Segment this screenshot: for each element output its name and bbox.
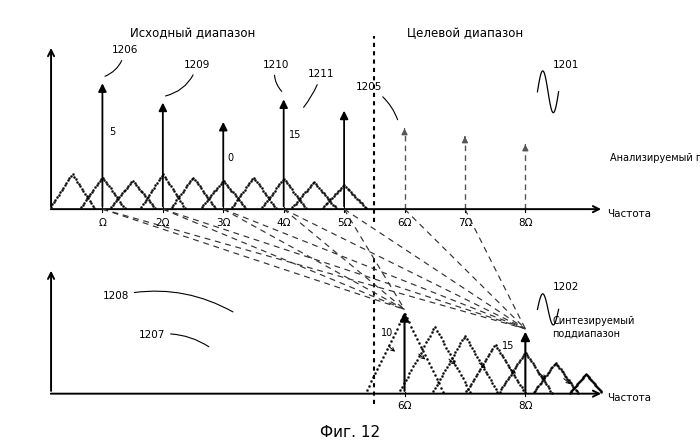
Text: 1205: 1205 (356, 82, 398, 120)
Text: 1208: 1208 (102, 291, 233, 312)
Text: 1209: 1209 (165, 59, 211, 96)
Text: 3Ω: 3Ω (216, 218, 230, 228)
Text: 7Ω: 7Ω (458, 218, 472, 228)
Text: Частота: Частота (607, 209, 651, 219)
Text: 1201: 1201 (552, 59, 579, 70)
Text: 2Ω: 2Ω (155, 218, 170, 228)
Text: 6Ω: 6Ω (398, 218, 412, 228)
Text: 1206: 1206 (105, 45, 138, 76)
Text: Ω: Ω (99, 218, 106, 228)
Text: 8Ω: 8Ω (518, 401, 533, 411)
Text: 6Ω: 6Ω (398, 401, 412, 411)
Text: Исходный диапазон: Исходный диапазон (130, 28, 256, 40)
Text: Целевой диапазон: Целевой диапазон (407, 28, 523, 40)
Text: Частота: Частота (607, 392, 651, 403)
Text: Синтезируемый
поддиапазон: Синтезируемый поддиапазон (552, 316, 635, 338)
Text: 1211: 1211 (304, 69, 335, 107)
Text: 15: 15 (288, 130, 301, 140)
Text: 8Ω: 8Ω (518, 218, 533, 228)
Text: Фиг. 12: Фиг. 12 (320, 424, 380, 440)
Text: 5: 5 (110, 127, 116, 137)
Text: 10: 10 (382, 328, 393, 338)
Text: 15: 15 (502, 341, 514, 351)
Text: 4Ω: 4Ω (276, 218, 291, 228)
Text: 1207: 1207 (139, 330, 209, 347)
Text: 0: 0 (227, 153, 233, 163)
Text: 5Ω: 5Ω (337, 218, 351, 228)
Text: 1202: 1202 (552, 282, 579, 292)
Text: 1210: 1210 (262, 59, 289, 91)
Text: Анализируемый поддиапазон: Анализируемый поддиапазон (610, 153, 700, 163)
